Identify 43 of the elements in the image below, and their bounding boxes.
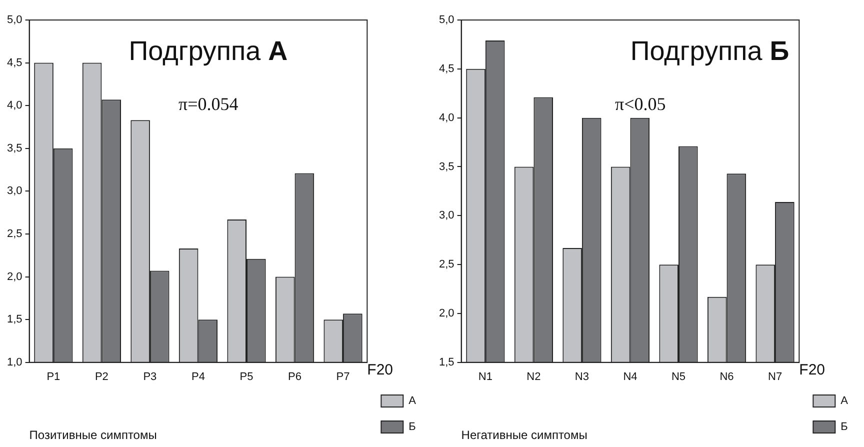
x-axis-title: Позитивные симптомы: [29, 428, 157, 442]
x-axis-title: Негативные симптомы: [461, 428, 588, 442]
x-tick-label: N6: [720, 371, 734, 384]
x-tick-label: N4: [623, 371, 638, 384]
annotation: π<0.05: [614, 94, 666, 114]
x-tick-label: P3: [143, 371, 157, 384]
x-tick-label: N5: [671, 371, 686, 384]
y-tick-label: 3,5: [438, 160, 454, 173]
legend-label: А: [408, 395, 417, 408]
y-tick-label: 2,0: [6, 270, 22, 283]
legend-title: F20: [367, 362, 394, 379]
legend-label: Б: [408, 421, 416, 434]
y-tick-label: 3,5: [6, 142, 22, 154]
y-tick-label: 2,0: [438, 308, 454, 320]
y-tick-label: 4,0: [6, 100, 22, 112]
legend-label: Б: [840, 421, 848, 434]
y-tick-label: 5,0: [6, 14, 22, 26]
y-tick-label: 4,0: [438, 112, 454, 124]
legend-label: А: [840, 395, 849, 408]
x-tick-label: P2: [94, 371, 108, 384]
y-tick-label: 2,5: [6, 228, 22, 240]
x-tick-label: N1: [478, 371, 492, 384]
y-tick-label: 1,5: [438, 356, 454, 368]
x-tick-label: P5: [240, 371, 254, 384]
x-tick-label: P6: [288, 371, 302, 384]
y-tick-label: 3,0: [438, 210, 454, 222]
y-tick-label: 1,0: [6, 356, 22, 368]
y-tick-label: 4,5: [6, 56, 22, 69]
text: Подгруппа Б: [630, 36, 790, 66]
y-tick-label: 3,0: [6, 185, 22, 198]
text: Подгруппа А: [128, 36, 288, 66]
x-tick-label: P4: [191, 371, 205, 384]
x-tick-label: P1: [46, 371, 60, 384]
x-tick-label: N2: [526, 371, 541, 384]
legend-title: F20: [799, 362, 826, 379]
x-tick-label: N3: [574, 371, 589, 384]
y-tick-label: 1,5: [6, 314, 22, 326]
y-tick-label: 2,5: [438, 258, 454, 271]
y-tick-label: 5,0: [438, 14, 454, 26]
x-tick-label: P7: [336, 371, 350, 384]
x-tick-label: N7: [768, 371, 782, 384]
annotation: π=0.054: [178, 94, 238, 114]
y-tick-label: 4,5: [438, 62, 454, 75]
